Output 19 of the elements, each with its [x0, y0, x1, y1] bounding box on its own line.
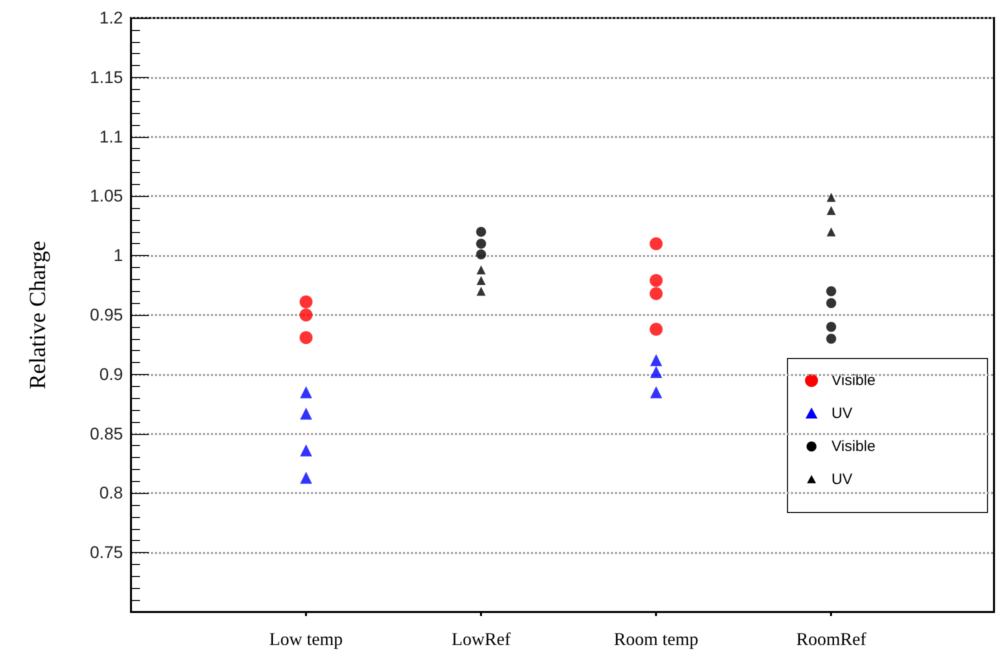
legend-label: Visible [832, 372, 876, 389]
y-tick-label: 0.75 [90, 543, 123, 562]
y-tick-label: 1 [114, 246, 123, 266]
y-tick-label: 0.85 [90, 424, 123, 444]
x-tick-label: Low temp [269, 629, 343, 649]
legend-label: UV [832, 471, 852, 488]
y-tick-label: 1.05 [90, 186, 123, 206]
y-tick-label: 0.9 [99, 364, 123, 384]
x-tick-label: Room temp [614, 629, 698, 649]
legend-label: Visible [832, 438, 876, 455]
y-tick-label: 1.2 [99, 8, 123, 28]
y-tick-label: 0.8 [99, 484, 123, 503]
x-tick-label: RoomRef [796, 629, 866, 649]
y-tick-label: 1.15 [90, 68, 123, 87]
legend-label: UV [832, 405, 852, 422]
y-axis-title: Relative Charge [25, 240, 50, 390]
x-tick-label: LowRef [452, 629, 511, 649]
y-tick-label: 1.1 [99, 127, 123, 146]
y-tick-label: 0.95 [90, 306, 123, 324]
